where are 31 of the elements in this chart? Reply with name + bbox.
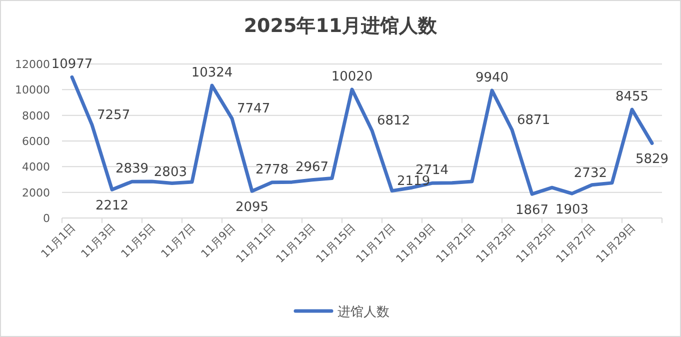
data-label: 2095 (235, 200, 269, 216)
data-label: 2732 (574, 166, 607, 181)
data-label: 1867 (515, 203, 549, 218)
data-label: 2967 (295, 160, 329, 175)
x-tick-label: 11月29日 (594, 220, 638, 266)
data-label: 10977 (51, 57, 93, 72)
x-tick-label: 11月7日 (158, 220, 198, 261)
data-label: 1903 (555, 202, 589, 218)
data-label: 10324 (191, 66, 233, 81)
y-tick-label: 12000 (15, 58, 50, 71)
y-tick-label: 4000 (22, 160, 50, 174)
data-label: 9940 (475, 70, 509, 86)
x-tick-label: 11月3日 (78, 220, 118, 261)
data-label: 2778 (255, 162, 289, 178)
y-tick-label: 8000 (22, 109, 50, 122)
y-tick-label: 2000 (22, 186, 50, 200)
y-tick-label: 10000 (15, 84, 50, 97)
data-label: 6812 (377, 114, 410, 129)
data-label: 10020 (331, 69, 373, 84)
data-label: 5829 (635, 152, 669, 168)
data-label: 6871 (517, 112, 550, 128)
data-label: 7747 (237, 102, 270, 117)
data-label: 8455 (615, 89, 649, 104)
data-label: 7257 (97, 108, 130, 123)
data-label: 2212 (95, 198, 129, 214)
chart-title: 2025年11月进馆人数 (244, 15, 438, 37)
data-label: 2839 (115, 162, 149, 177)
data-label: 2803 (154, 165, 187, 180)
x-tick-label: 11月5日 (118, 220, 158, 261)
y-tick-label: 6000 (22, 135, 50, 148)
legend-label: 进馆人数 (338, 305, 390, 320)
